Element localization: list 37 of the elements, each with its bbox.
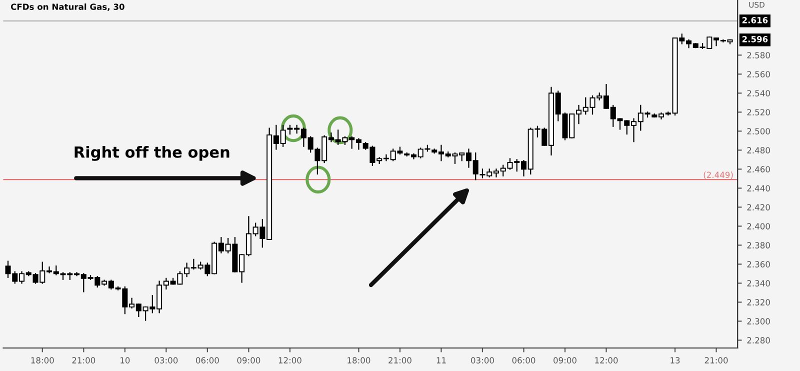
x-tick-label: 21:00	[72, 357, 96, 364]
y-tick-label: 2.300	[747, 318, 770, 324]
annotation: Right off the open	[74, 146, 230, 161]
y-tick-label: 2.420	[747, 204, 770, 210]
x-tick-label: 03:00	[154, 357, 178, 364]
y-tick-label: 2.580	[747, 52, 770, 58]
annotation: 2.596	[742, 36, 768, 42]
y-tick-label: 2.460	[747, 166, 770, 172]
y-tick-label: 2.400	[747, 223, 770, 230]
y-tick-label: 2.280	[747, 337, 770, 344]
x-tick-label: 12:00	[278, 357, 302, 364]
y-tick-label: 2.440	[747, 185, 770, 192]
x-tick-label: 21:00	[388, 357, 412, 364]
ref-line-label: (2.449)	[704, 172, 733, 179]
x-tick-label: 06:00	[512, 357, 536, 364]
x-tick-label: 10	[120, 357, 130, 364]
x-tick-label: 12:00	[595, 357, 618, 364]
y-tick-label: 2.360	[747, 261, 770, 268]
y-tick-label: 2.560	[747, 71, 770, 78]
x-tick-label: 11	[436, 357, 446, 364]
y-tick-label: 2.380	[747, 242, 770, 248]
x-tick-label: 18:00	[31, 357, 54, 364]
y-tick-label: 2.480	[747, 147, 770, 154]
y-tick-label: 2.340	[747, 280, 770, 286]
y-tick-label: 2.520	[747, 109, 770, 116]
y-tick-label: 2.320	[747, 299, 770, 306]
x-tick-label: 03:00	[471, 357, 494, 364]
x-tick-label: 13	[670, 357, 680, 364]
x-tick-label: 09:00	[237, 357, 260, 364]
chart-title: CFDs on Natural Gas, 30	[10, 3, 124, 11]
x-tick-label: 06:00	[196, 357, 219, 364]
y-tick-label: 2.500	[747, 128, 770, 134]
x-tick-label: 18:00	[348, 357, 370, 364]
y-tick-label: 2.540	[747, 90, 770, 96]
ref-line-label: 2.616	[742, 17, 768, 24]
x-tick-label: 09:00	[554, 357, 576, 364]
x-tick-label: 21:00	[704, 357, 728, 364]
